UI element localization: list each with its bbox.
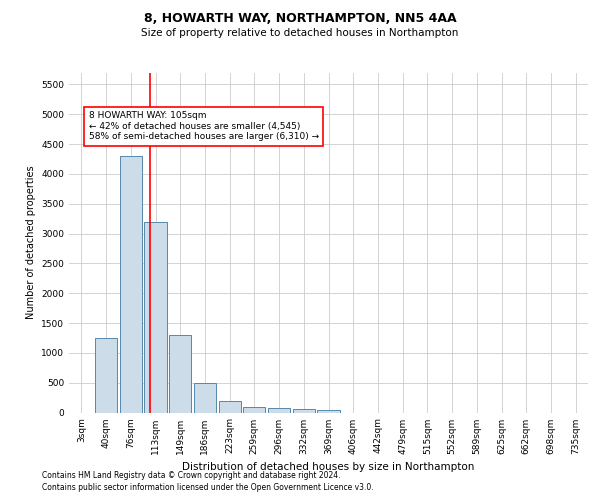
Bar: [293, 409, 315, 412]
Bar: [169, 335, 191, 412]
Bar: [194, 382, 216, 412]
Bar: [243, 406, 265, 412]
Bar: [95, 338, 117, 412]
Text: Contains HM Land Registry data © Crown copyright and database right 2024.: Contains HM Land Registry data © Crown c…: [42, 471, 341, 480]
Bar: [119, 156, 142, 412]
Text: Contains public sector information licensed under the Open Government Licence v3: Contains public sector information licen…: [42, 484, 374, 492]
Y-axis label: Number of detached properties: Number of detached properties: [26, 166, 35, 320]
Bar: [145, 222, 167, 412]
Bar: [218, 400, 241, 412]
X-axis label: Distribution of detached houses by size in Northampton: Distribution of detached houses by size …: [182, 462, 475, 472]
Text: Size of property relative to detached houses in Northampton: Size of property relative to detached ho…: [142, 28, 458, 38]
Bar: [268, 408, 290, 412]
Bar: [317, 410, 340, 412]
Text: 8, HOWARTH WAY, NORTHAMPTON, NN5 4AA: 8, HOWARTH WAY, NORTHAMPTON, NN5 4AA: [143, 12, 457, 26]
Text: 8 HOWARTH WAY: 105sqm
← 42% of detached houses are smaller (4,545)
58% of semi-d: 8 HOWARTH WAY: 105sqm ← 42% of detached …: [89, 112, 319, 141]
